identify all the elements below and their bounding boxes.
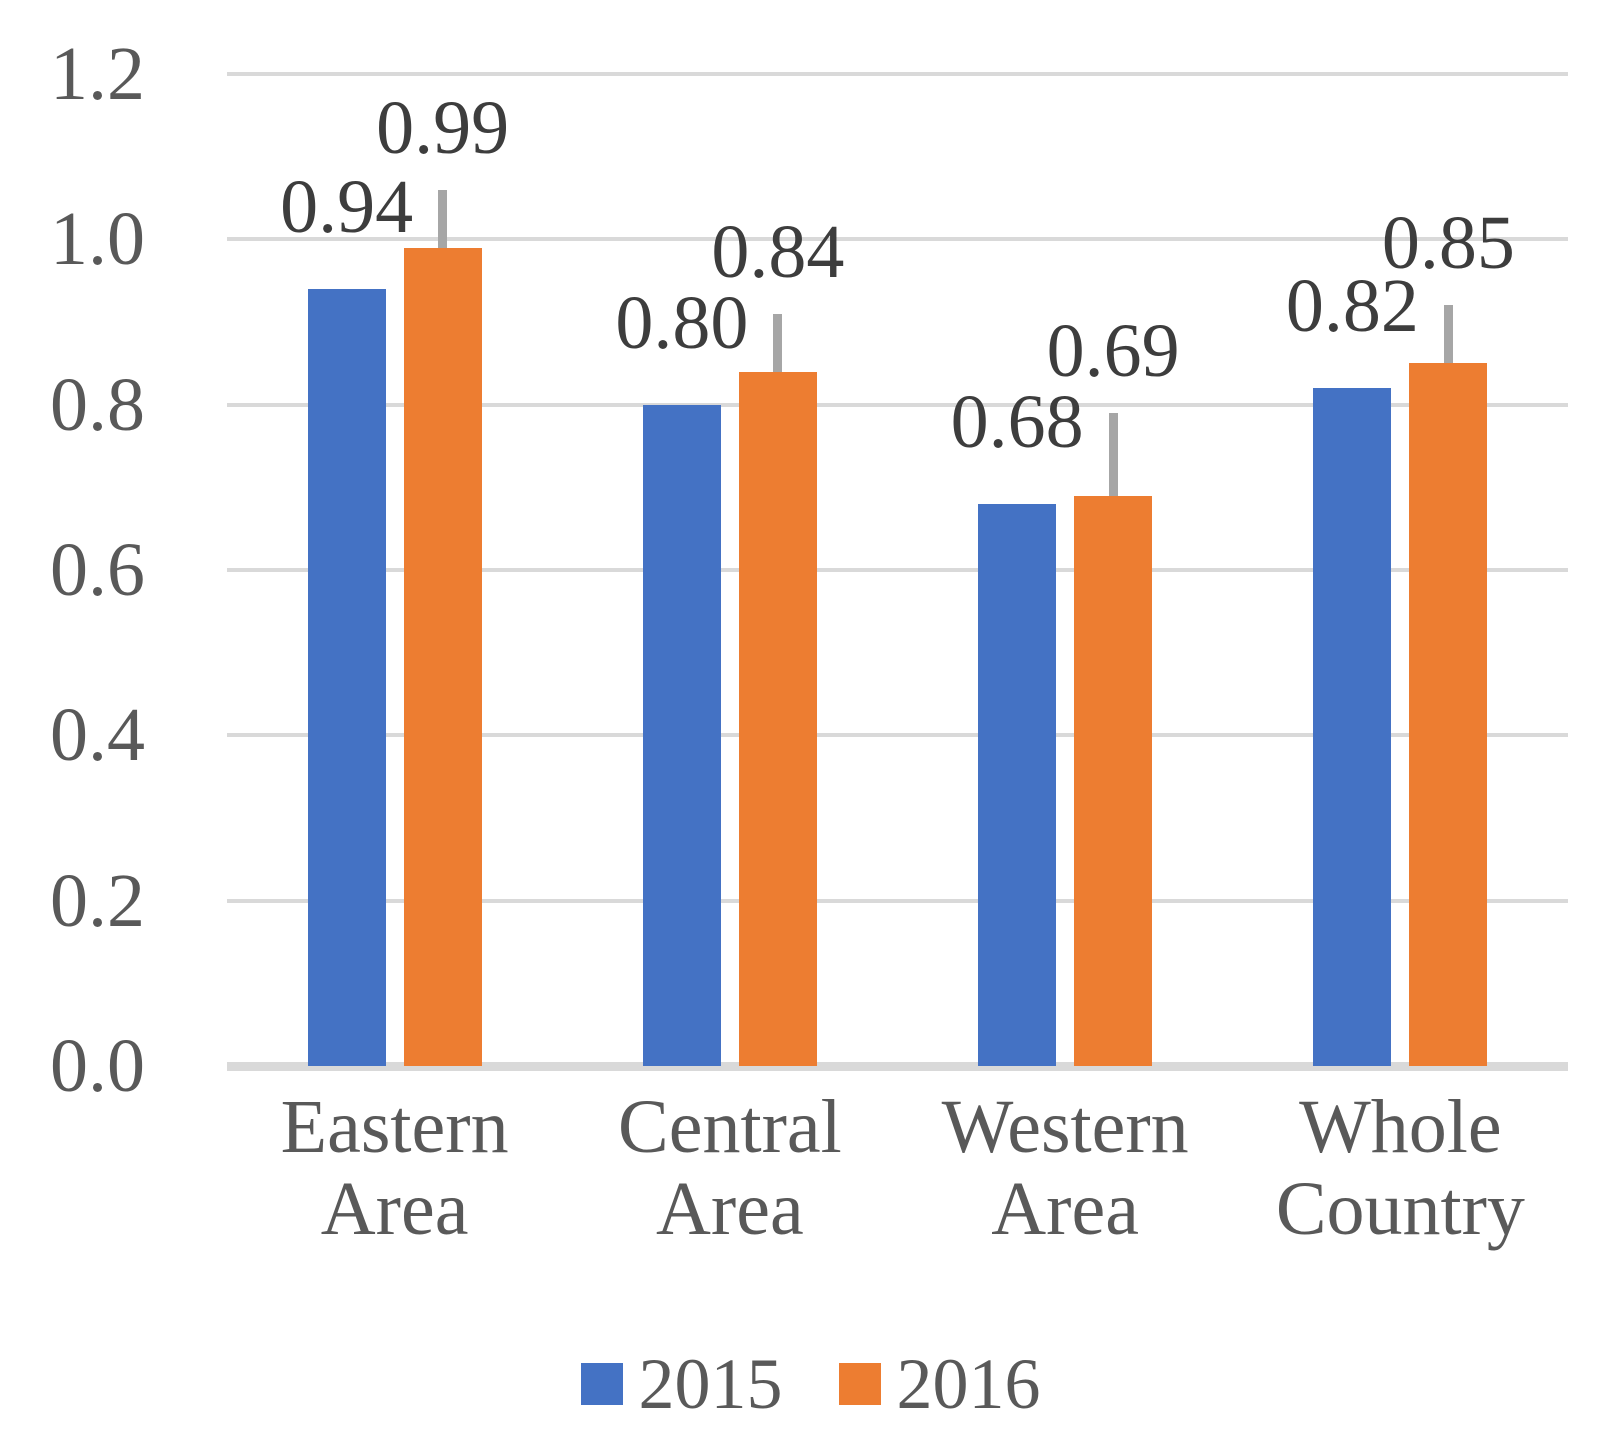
bar-2016-central-area [738, 371, 817, 1066]
error-bar-2016-central-area [773, 313, 783, 372]
category-label-line: Eastern [280, 1085, 509, 1169]
gridline [227, 898, 1568, 903]
bar-2015-eastern-area [307, 288, 386, 1066]
y-axis-tick-label: 1.0 [50, 197, 145, 282]
y-axis-tick-label: 0.8 [50, 362, 145, 447]
gridline [227, 237, 1568, 242]
category-label-line: Area [320, 1167, 469, 1251]
error-bar-2016-whole-country [1443, 305, 1453, 364]
y-axis-tick-label: 0.0 [50, 1024, 145, 1108]
bar-2015-whole-country [1313, 388, 1392, 1066]
category-label-line: Area [991, 1167, 1139, 1251]
data-label-2016-central-area: 0.84 [711, 209, 845, 294]
error-bar-2016-eastern-area [438, 189, 448, 248]
y-axis-tick-label: 0.6 [50, 528, 145, 612]
bar-2015-central-area [642, 404, 721, 1066]
x-axis-line [227, 1061, 1568, 1071]
legend-item-2016: 2016 [838, 1344, 1041, 1424]
category-label-whole-country: Whole Country [1276, 1086, 1525, 1250]
category-label-central-area: Central Area [618, 1086, 842, 1250]
category-label-line: Whole [1299, 1085, 1502, 1169]
y-axis-tick-label: 0.2 [50, 858, 145, 943]
chart-legend: 2015 2016 [0, 1348, 1621, 1420]
gridline [227, 72, 1568, 76]
bar-2016-western-area [1074, 495, 1153, 1066]
gridline [227, 402, 1568, 407]
data-label-2015-western-area: 0.68 [950, 379, 1084, 464]
bar-2015-western-area [978, 503, 1057, 1066]
bar-2016-whole-country [1409, 363, 1488, 1066]
y-axis-tick-label: 1.2 [50, 32, 145, 116]
gridline [227, 568, 1568, 572]
legend-swatch-2016 [838, 1363, 881, 1405]
data-label-2015-whole-country: 0.82 [1285, 264, 1419, 349]
category-label-line: Central [618, 1085, 842, 1169]
data-label-2016-eastern-area: 0.99 [376, 85, 510, 170]
category-label-line: Western [941, 1085, 1189, 1169]
category-label-line: Area [656, 1167, 804, 1251]
category-label-eastern-area: Eastern Area [281, 1086, 509, 1250]
data-label-2015-central-area: 0.80 [615, 280, 749, 365]
legend-item-2015: 2015 [580, 1344, 783, 1424]
data-label-2016-whole-country: 0.85 [1381, 201, 1515, 286]
error-bar-2016-western-area [1108, 412, 1118, 496]
gridline [227, 733, 1568, 738]
category-label-western-area: Western Area [942, 1086, 1189, 1250]
data-label-2015-eastern-area: 0.94 [280, 164, 414, 249]
legend-label: 2015 [638, 1344, 783, 1424]
legend-label: 2016 [896, 1344, 1041, 1424]
y-axis-tick-label: 0.4 [50, 693, 145, 778]
bar-2016-eastern-area [403, 247, 482, 1066]
data-label-2016-western-area: 0.69 [1046, 308, 1180, 393]
legend-swatch-2015 [580, 1363, 623, 1405]
category-label-line: Country [1275, 1167, 1525, 1251]
